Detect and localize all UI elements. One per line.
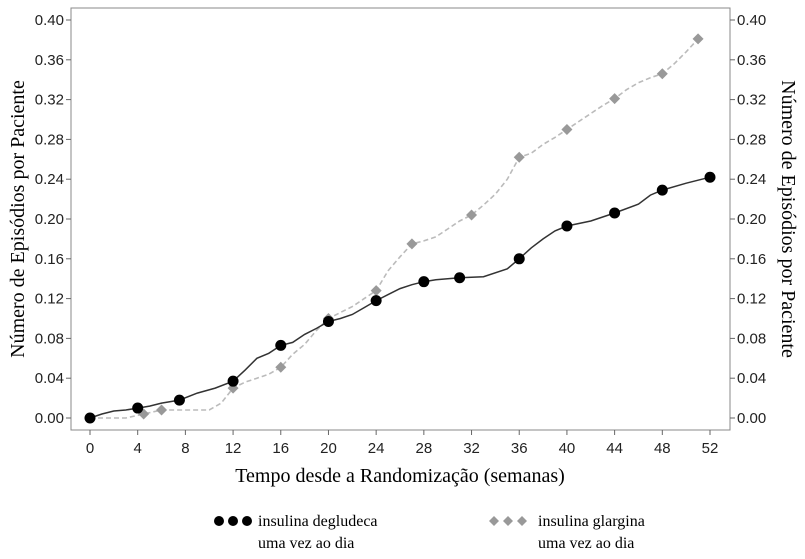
y-tick-label-left: 0.16 [35,251,64,268]
data-point-glargina [609,93,621,105]
data-point-degludeca [704,171,716,183]
y-axis-right: 0.00 0.04 0.08 0.12 0.16 0.20 0.24 0.28 0.32 0.36… [730,12,766,427]
data-point-degludeca [227,375,239,387]
legend-item-glargina: insulina glargina uma vez ao dia [489,513,645,552]
data-point-glargina [156,404,168,416]
y-axis-left: 0.00 0.04 0.08 0.12 0.16 0.20 0.24 0.28 0.32 0.36… [35,12,71,427]
y-tick-label-right: 0.24 [737,171,766,188]
series-degludeca [84,171,716,424]
plot-frame [70,7,731,431]
data-point-degludeca [370,295,382,307]
x-tick-label: 16 [272,440,289,457]
data-point-degludeca [173,394,185,406]
legend-markers-glargina [489,516,527,526]
data-point-degludeca [322,315,334,327]
data-point-degludeca [561,220,573,232]
x-tick-label: 28 [416,440,433,457]
data-point-degludeca [275,339,287,351]
y-tick-label-right: 0.28 [737,131,766,148]
data-point-glargina [656,68,668,80]
x-tick-label: 40 [559,440,576,457]
x-tick-label: 12 [225,440,242,457]
data-point-glargina [370,285,382,297]
y-tick-label-left: 0.28 [35,131,64,148]
x-axis-title: Tempo desde a Randomização (semanas) [235,465,565,487]
data-point-glargina [692,33,704,45]
data-point-glargina [513,151,525,163]
series-line-glargina [90,38,699,419]
y-tick-label-left: 0.08 [35,330,64,347]
x-tick-label: 4 [134,440,142,457]
x-tick-label: 0 [86,440,94,457]
y-tick-label-right: 0.00 [737,410,766,427]
y-tick-label-right: 0.32 [737,92,766,109]
y-axis-title-left: Número de Episódios por Paciente [7,80,29,358]
legend-marker-degludeca [214,516,224,526]
y-tick-label-right: 0.08 [737,330,766,347]
legend-marker-glargina [489,516,499,526]
x-tick-label: 48 [654,440,671,457]
data-point-degludeca [513,253,525,265]
y-tick-label-left: 0.00 [35,410,64,427]
data-point-degludeca [418,276,430,288]
x-tick-label: 32 [463,440,480,457]
data-point-glargina [275,361,287,373]
legend-marker-glargina [517,516,527,526]
y-tick-label-left: 0.40 [35,12,64,29]
y-tick-label-right: 0.20 [737,211,766,228]
y-tick-label-right: 0.36 [737,52,766,69]
legend-marker-glargina [503,516,513,526]
y-tick-label-right: 0.04 [737,370,766,387]
y-tick-label-right: 0.16 [737,251,766,268]
x-tick-label: 24 [368,440,385,457]
data-point-degludeca [454,272,466,284]
legend-label-degludeca-line1: insulina degludeca [258,513,378,530]
x-tick-label: 44 [606,440,623,457]
y-tick-label-right: 0.12 [737,291,766,308]
data-point-degludeca [84,412,96,424]
y-tick-label-left: 0.12 [35,291,64,308]
x-tick-label: 8 [181,440,189,457]
series-layer [84,33,716,424]
data-point-degludeca [609,207,621,219]
data-point-glargina [561,123,573,135]
legend: insulina degludeca uma vez ao dia insuli… [214,513,645,552]
x-axis: 0 4 8 12 16 20 24 28 32 36 40 44 48 52 [86,430,719,457]
y-tick-label-left: 0.36 [35,52,64,69]
series-glargina [84,33,704,424]
legend-markers-degludeca [214,516,252,526]
y-tick-label-left: 0.04 [35,370,64,387]
x-tick-label: 52 [702,440,719,457]
y-tick-label-right: 0.40 [737,12,766,29]
legend-label-glargina-line1: insulina glargina [538,513,645,530]
data-point-degludeca [656,184,668,196]
x-tick-label: 20 [320,440,337,457]
data-point-degludeca [132,402,144,414]
y-tick-label-left: 0.24 [35,171,64,188]
legend-item-degludeca: insulina degludeca uma vez ao dia [214,513,378,552]
y-tick-label-left: 0.32 [35,92,64,109]
legend-marker-degludeca [228,516,238,526]
data-point-glargina [406,238,418,250]
y-axis-title-right: Número de Episódios por Paciente [777,80,799,358]
y-tick-label-left: 0.20 [35,211,64,228]
legend-label-glargina-line2: uma vez ao dia [538,535,634,552]
legend-marker-degludeca [242,516,252,526]
x-tick-label: 36 [511,440,528,457]
legend-label-degludeca-line2: uma vez ao dia [258,535,354,552]
data-point-glargina [466,209,478,221]
